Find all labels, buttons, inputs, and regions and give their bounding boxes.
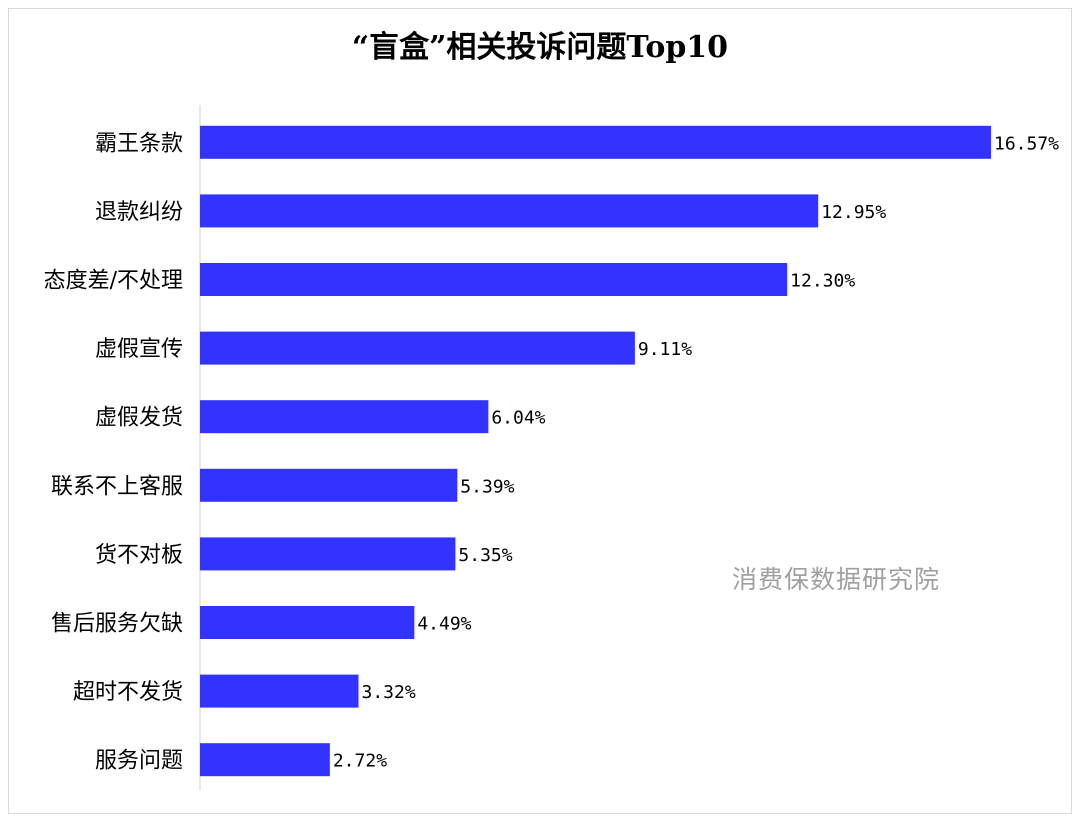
bar — [200, 263, 788, 296]
data-label: 5.39% — [460, 476, 514, 497]
bar — [200, 606, 415, 639]
data-label: 4.49% — [417, 614, 471, 635]
data-label: 6.04% — [491, 408, 545, 429]
bar — [200, 400, 489, 434]
data-label: 2.72% — [333, 751, 387, 772]
bar — [200, 125, 991, 159]
category-label: 联系不上客服 — [51, 474, 183, 499]
category-label: 霸王条款 — [95, 131, 183, 156]
data-label: 16.57% — [994, 133, 1059, 154]
bar — [200, 468, 458, 502]
category-label: 虚假宣传 — [95, 337, 183, 362]
category-label: 服务问题 — [95, 749, 183, 774]
category-label: 退款纠纷 — [95, 200, 183, 225]
category-label: 态度差/不处理 — [44, 269, 183, 294]
bar — [200, 194, 819, 228]
data-label: 3.32% — [361, 682, 415, 703]
chart-title: “盲盒”相关投诉问题Top10 — [351, 30, 729, 65]
data-label: 5.35% — [458, 545, 512, 566]
category-label: 超时不发货 — [73, 680, 183, 705]
bar — [200, 331, 635, 365]
data-label: 12.95% — [821, 202, 886, 223]
bar — [200, 743, 330, 777]
data-label: 9.11% — [638, 339, 692, 360]
bar — [200, 537, 456, 571]
category-label: 虚假发货 — [95, 406, 183, 431]
data-label: 12.30% — [790, 271, 855, 292]
bar — [200, 674, 359, 708]
category-label: 售后服务欠缺 — [51, 612, 183, 637]
category-label: 货不对板 — [95, 543, 183, 568]
watermark: 消费保数据研究院 — [732, 565, 941, 594]
